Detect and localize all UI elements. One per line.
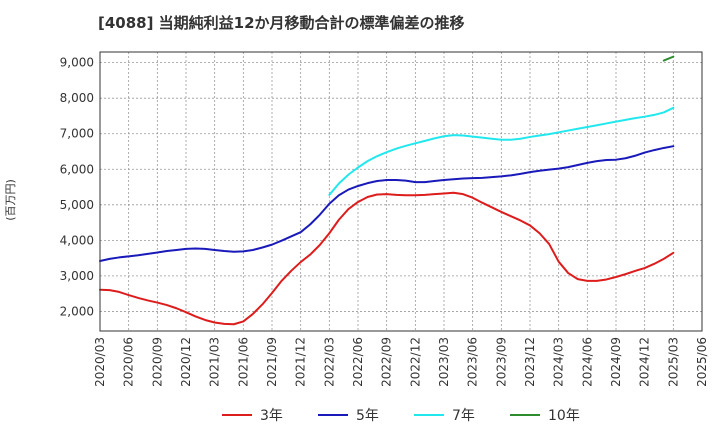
x-tick-label: 2024/06 [580,337,594,387]
y-tick-label: 3,000 [60,269,94,283]
x-tick-label: 2020/12 [179,337,193,387]
x-tick-label: 2023/03 [437,337,451,387]
legend-label: 7年 [452,408,475,424]
chart-title: [4088] 当期純利益12か月移動合計の標準偏差の推移 [98,14,465,32]
x-tick-label: 2021/06 [236,337,250,387]
x-tick-label: 2024/09 [609,337,623,387]
x-tick-label: 2022/03 [322,337,336,387]
x-tick-label: 2022/06 [351,337,365,387]
series-line-3年 [99,191,675,326]
x-tick-label: 2022/09 [380,337,394,387]
legend: 3年 5年 7年 10年 [222,408,580,424]
x-tick-label: 2022/12 [408,337,422,387]
legend-label: 3年 [260,408,283,424]
legend-label: 10年 [548,408,580,424]
y-tick-label: 9,000 [60,56,94,70]
grid [99,52,703,331]
x-tick-label: 2021/03 [208,337,222,387]
x-tick-label: 2024/03 [552,337,566,387]
y-axis-label: (百万円) [4,179,17,221]
legend-label: 5年 [356,408,379,424]
y-tick-label: 7,000 [60,127,94,141]
x-tick-label: 2020/09 [150,337,164,387]
series-lines [99,55,675,326]
series-line-10年 [662,55,675,62]
x-tick-label: 2023/09 [494,337,508,387]
x-tick-label: 2023/06 [466,337,480,387]
x-tick-label: 2020/06 [122,337,136,387]
plot-frame [99,51,703,332]
x-tick-label: 2024/12 [638,337,652,387]
x-tick-label: 2020/03 [93,337,107,387]
x-tick-label: 2021/12 [294,337,308,387]
y-tick-label: 8,000 [60,91,94,105]
y-tick-label: 6,000 [60,162,94,176]
x-tick-label: 2025/03 [666,337,680,387]
y-tick-label: 4,000 [60,233,94,247]
x-axis-ticks: 2020/03 2020/06 2020/09 2020/12 2021/03 2021/… [93,337,709,387]
series-line-7年 [328,106,675,196]
x-tick-label: 2023/12 [523,337,537,387]
y-tick-label: 5,000 [60,198,94,212]
series-line-5年 [99,145,675,262]
y-tick-label: 2,000 [60,304,94,318]
x-tick-label: 2025/06 [695,337,709,387]
x-tick-label: 2021/09 [265,337,279,387]
y-axis-ticks: 2,000 3,000 4,000 5,000 6,000 7,000 8,000 9,000 [60,56,94,319]
